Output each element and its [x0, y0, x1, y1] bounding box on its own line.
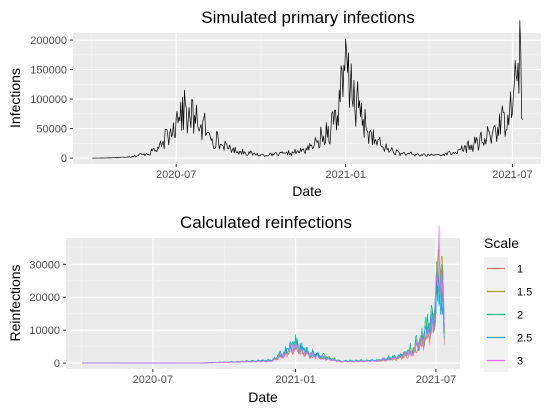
y-tick-label: 100000	[30, 94, 67, 106]
bottom-chart-ticks: 2020-07 2021-01 2021-07 0 10000 20000 30000	[29, 259, 456, 386]
y-tick-label: 0	[61, 153, 67, 165]
bottom-chart-y-axis-label: Reinfections	[7, 264, 23, 341]
legend-label-scale_2: 2	[517, 310, 523, 322]
y-tick-label: 0	[54, 358, 60, 370]
series-line-primary	[92, 20, 523, 159]
top-chart-panel	[73, 33, 541, 164]
series-line-scale_3	[82, 225, 445, 364]
bottom-chart-x-axis-label: Date	[248, 389, 278, 405]
legend: 1 1.5 2 2.5 3	[484, 257, 532, 372]
y-tick-label: 20000	[29, 292, 60, 304]
top-chart-ticks: 2020-07 2021-01 2021-07 0 50000 100000 150000 2…	[30, 35, 532, 181]
bottom-chart-series	[82, 225, 445, 364]
legend-label-scale_3: 3	[517, 356, 523, 368]
x-tick-label: 2021-01	[326, 169, 366, 181]
x-tick-label: 2020-07	[133, 374, 173, 386]
bottom-chart-title: Calculated reinfections	[180, 213, 352, 232]
top-chart-series	[92, 20, 523, 159]
top-chart-x-axis-label: Date	[292, 183, 322, 199]
y-tick-label: 10000	[29, 325, 60, 337]
x-tick-label: 2021-07	[492, 169, 532, 181]
x-tick-label: 2021-07	[416, 374, 456, 386]
x-tick-label: 2020-07	[156, 169, 196, 181]
y-tick-label: 30000	[29, 259, 60, 271]
legend-label-scale_2_5: 2.5	[517, 333, 532, 345]
y-tick-label: 200000	[30, 35, 67, 47]
bottom-chart-panel	[66, 238, 460, 369]
y-tick-label: 50000	[36, 124, 67, 136]
top-chart-title: Simulated primary infections	[201, 8, 415, 27]
x-tick-label: 2021-01	[275, 374, 315, 386]
top-chart-grid	[73, 33, 541, 164]
legend-label-scale_1: 1	[517, 264, 523, 276]
y-tick-label: 150000	[30, 65, 67, 77]
legend-label-scale_1_5: 1.5	[517, 287, 532, 299]
legend-title: Scale	[484, 235, 519, 251]
top-chart-y-axis-label: Infections	[7, 68, 23, 128]
